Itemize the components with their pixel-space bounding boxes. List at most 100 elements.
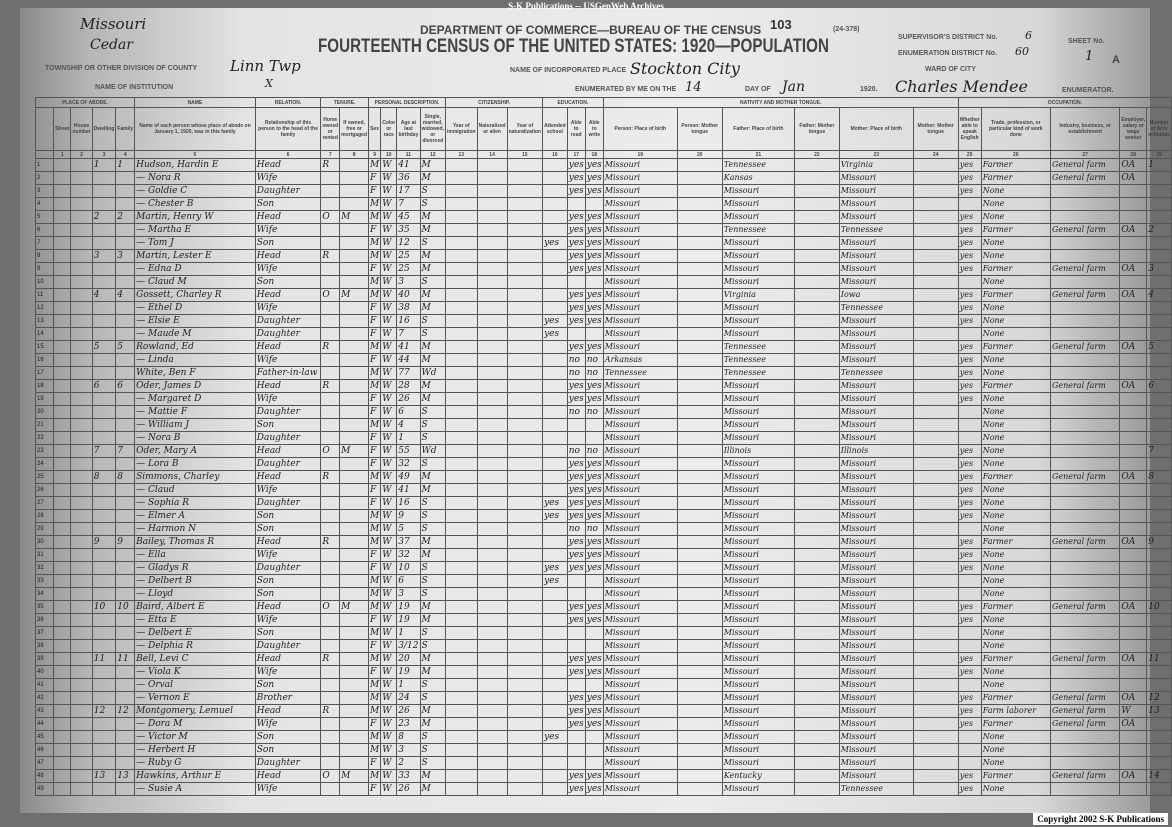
cell-immigration [445, 522, 478, 536]
cell-sex: M [367, 574, 382, 588]
cell-father-tongue [794, 600, 840, 614]
cell-father-birthplace: Missouri [721, 613, 796, 627]
cell-house [70, 717, 93, 731]
cell-employer-class: OA [1119, 717, 1148, 731]
cell-write: yes [584, 184, 604, 198]
cell-line: 40 [34, 665, 55, 679]
cell-race: W [380, 496, 398, 510]
cell-write: yes [584, 496, 604, 510]
cell-speaks-english [957, 730, 982, 744]
cell-occupation: None [980, 496, 1051, 510]
cell-tenure [320, 418, 341, 432]
cell-name: — Delbert B [134, 574, 256, 588]
cell-mother-tongue-mother [912, 678, 959, 692]
cell-tenure [320, 327, 341, 341]
form-number: 103 [770, 17, 792, 32]
cell-immigration [445, 613, 478, 627]
cell-employer-class [1119, 418, 1148, 432]
cell-age: 55 [396, 444, 421, 458]
cell-father-tongue [794, 483, 840, 497]
table-row: 10— Claud M Son M W 3 S Missouri Missouri Missou… [34, 275, 1172, 289]
cell-mother-tongue [676, 340, 723, 354]
column-header-farm-schedule: Number of farm schedule [1146, 107, 1172, 151]
cell-immigration [445, 704, 478, 718]
cell-speaks-english: yes [957, 717, 982, 731]
cell-line: 35 [34, 600, 55, 614]
cell-dwelling [91, 366, 117, 380]
cell-father-birthplace: Missouri [721, 470, 796, 484]
cell-father-tongue [794, 639, 840, 653]
cell-relation: Daughter [254, 314, 322, 328]
cell-father-birthplace: Kansas [721, 171, 796, 185]
cell-marital: S [419, 418, 446, 432]
cell-occupation: Farmer [980, 158, 1051, 172]
cell-father-tongue [794, 496, 840, 510]
cell-sex: F [367, 184, 382, 198]
column-header-write: Able to write [584, 107, 604, 151]
column-header-relation: Relationship of this person to the head … [254, 107, 322, 151]
cell-family: 5 [115, 340, 136, 354]
cell-mother-tongue-mother [912, 457, 959, 471]
cell-speaks-english: yes [957, 704, 982, 718]
cell-employer-class [1119, 184, 1148, 198]
cell-father-birthplace: Missouri [721, 236, 796, 250]
cell-naturalized [476, 327, 508, 341]
cell-read: yes [566, 301, 586, 315]
cell-immigration [445, 444, 478, 458]
cell-employer-class [1119, 665, 1148, 679]
cell-family [115, 431, 136, 445]
column-number [34, 150, 55, 159]
cell-relation: Wife [254, 262, 322, 276]
cell-immigration [445, 691, 478, 705]
cell-farm-schedule [1146, 561, 1172, 575]
cell-birthplace: Missouri [602, 561, 678, 575]
cell-mortgage [339, 470, 369, 484]
table-row: 17 White, Ben F Father-in-law M W 77 Wd no no Ten… [34, 366, 1172, 380]
cell-line: 11 [34, 288, 55, 302]
column-number: 20 [676, 150, 723, 159]
cell-sex: F [367, 301, 382, 315]
cell-family [115, 405, 136, 419]
cell-sex: M [367, 470, 382, 484]
cell-mother-birthplace: Missouri [838, 509, 914, 523]
cell-occupation: None [980, 444, 1051, 458]
cell-street [53, 340, 72, 354]
cell-marital: S [419, 496, 446, 510]
cell-read: yes [566, 470, 586, 484]
cell-father-tongue [794, 223, 840, 237]
cell-birthplace: Missouri [602, 418, 678, 432]
column-header-employer-class: Employer, salary or wage worker [1119, 107, 1148, 151]
cell-father-tongue [794, 236, 840, 250]
cell-dwelling [91, 197, 117, 211]
cell-house [70, 158, 93, 172]
cell-write: yes [584, 249, 604, 263]
cell-employer-class [1119, 548, 1148, 562]
cell-dwelling [91, 262, 117, 276]
cell-line: 4 [34, 197, 55, 211]
cell-naturalized [476, 509, 508, 523]
cell-school: yes [542, 236, 568, 250]
cell-farm-schedule [1146, 548, 1172, 562]
cell-name: — Harmon N [134, 522, 256, 536]
cell-race: W [380, 678, 398, 692]
cell-house [70, 405, 93, 419]
cell-house [70, 379, 93, 393]
cell-father-tongue [794, 626, 840, 640]
cell-mortgage [339, 496, 369, 510]
cell-dwelling: 10 [91, 600, 117, 614]
cell-employer-class: OA [1119, 535, 1148, 549]
cell-naturalization-year [506, 639, 544, 653]
cell-employer-class: OA [1119, 691, 1148, 705]
cell-read: yes [566, 223, 586, 237]
cell-age: 36 [396, 171, 421, 185]
cell-naturalization-year [506, 366, 544, 380]
cell-mother-tongue-mother [912, 171, 959, 185]
column-number: 15 [506, 150, 544, 159]
cell-house [70, 184, 93, 198]
cell-naturalized [476, 691, 508, 705]
cell-immigration [445, 379, 478, 393]
cell-tenure [320, 626, 341, 640]
cell-immigration [445, 314, 478, 328]
